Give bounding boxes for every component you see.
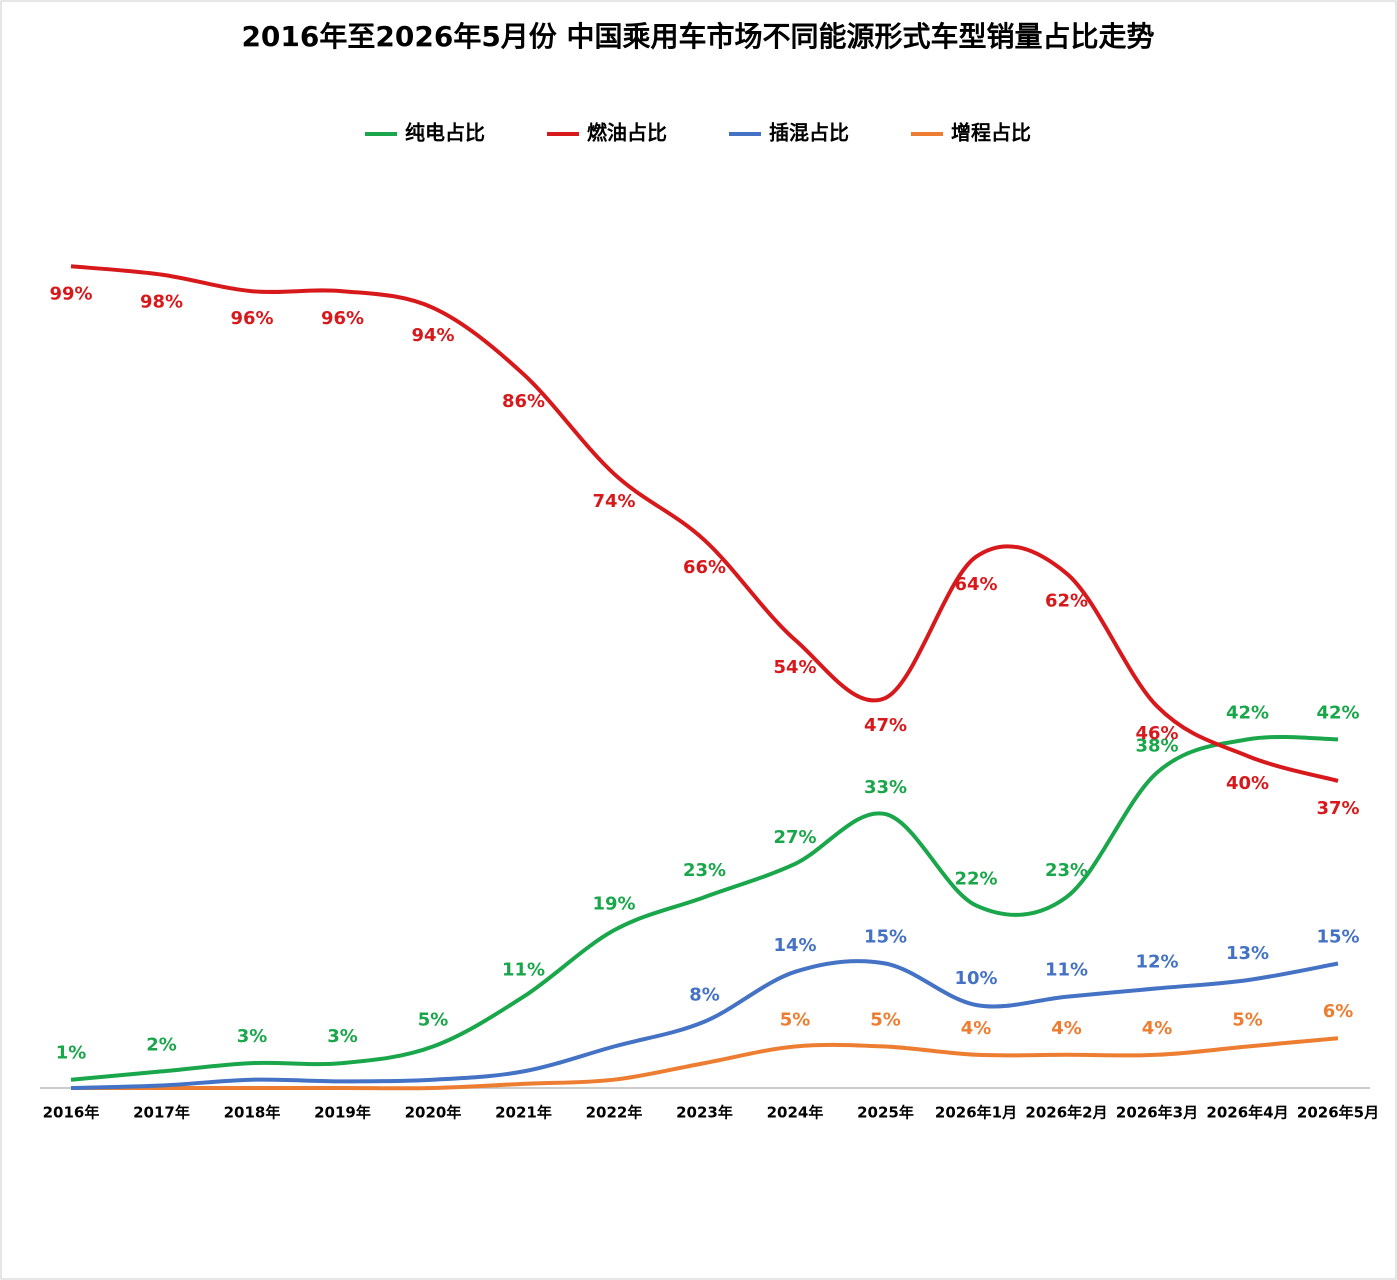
x-tick-label: 2024年	[767, 1104, 824, 1122]
data-label: 22%	[954, 868, 997, 889]
data-label: 46%	[1135, 723, 1178, 744]
data-label: 13%	[1226, 943, 1269, 964]
data-label: 33%	[864, 777, 907, 798]
data-label: 1%	[56, 1043, 87, 1064]
x-tick-label: 2023年	[676, 1104, 733, 1122]
x-tick-label: 2026年1月	[935, 1104, 1017, 1122]
data-label: 14%	[773, 935, 816, 956]
data-label: 66%	[683, 557, 726, 578]
data-label: 19%	[592, 893, 635, 914]
series-line	[71, 1036, 1339, 1091]
data-label: 74%	[592, 491, 635, 512]
legend-label: 纯电占比	[405, 121, 485, 145]
data-label: 5%	[870, 1010, 901, 1031]
data-label: 3%	[237, 1026, 268, 1047]
data-label: 23%	[683, 860, 726, 881]
data-label: 99%	[49, 283, 92, 304]
data-label: 42%	[1226, 702, 1269, 723]
data-label: 8%	[689, 985, 720, 1006]
data-label: 40%	[1226, 773, 1269, 794]
x-tick-label: 2026年5月	[1297, 1104, 1379, 1122]
data-label: 37%	[1316, 798, 1359, 819]
data-label: 10%	[954, 968, 997, 989]
x-tick-label: 2020年	[405, 1104, 462, 1122]
data-label: 4%	[1142, 1018, 1173, 1039]
data-label: 98%	[140, 292, 183, 313]
data-label: 47%	[864, 715, 907, 736]
data-label: 86%	[502, 391, 545, 412]
x-tick-label: 2018年	[224, 1104, 281, 1122]
data-label: 23%	[1045, 860, 1088, 881]
data-label: 3%	[327, 1026, 358, 1047]
x-tick-label: 2021年	[495, 1104, 552, 1122]
data-label: 12%	[1135, 951, 1178, 972]
legend-label: 增程占比	[951, 121, 1031, 145]
x-tick-label: 2026年4月	[1206, 1104, 1288, 1122]
data-label: 2%	[146, 1034, 177, 1055]
data-label: 62%	[1045, 590, 1088, 611]
data-label: 54%	[773, 657, 816, 678]
data-label: 4%	[961, 1018, 992, 1039]
x-tick-label: 2017年	[133, 1104, 190, 1122]
x-tick-label: 2016年	[43, 1104, 100, 1122]
data-label: 96%	[230, 308, 273, 329]
data-label: 64%	[954, 574, 997, 595]
data-label: 11%	[1045, 960, 1088, 981]
data-label: 15%	[1316, 927, 1359, 948]
data-label: 11%	[502, 960, 545, 981]
x-tick-label: 2026年3月	[1116, 1104, 1198, 1122]
legend-label: 燃油占比	[587, 121, 667, 145]
data-label: 38%	[1135, 736, 1178, 757]
series-line	[70, 959, 1339, 1090]
data-label: 42%	[1316, 702, 1359, 723]
x-tick-label: 2026年2月	[1025, 1104, 1107, 1122]
data-label: 5%	[780, 1010, 811, 1031]
data-label: 96%	[321, 308, 364, 329]
data-label: 27%	[773, 827, 816, 848]
data-label: 5%	[1232, 1010, 1263, 1031]
data-label: 6%	[1323, 1001, 1354, 1022]
data-label: 5%	[418, 1010, 449, 1031]
data-label: 94%	[411, 325, 454, 346]
data-label: 15%	[864, 927, 907, 948]
x-tick-label: 2019年	[314, 1104, 371, 1122]
series-line	[70, 264, 1339, 783]
legend-label: 插混占比	[769, 121, 849, 145]
data-label: 4%	[1051, 1018, 1082, 1039]
x-tick-label: 2022年	[586, 1104, 643, 1122]
series-line	[70, 734, 1339, 1082]
x-tick-label: 2025年	[857, 1104, 914, 1122]
chart-title: 2016年至2026年5月份 中国乘用车市场不同能源形式车型销量占比走势	[241, 20, 1154, 53]
